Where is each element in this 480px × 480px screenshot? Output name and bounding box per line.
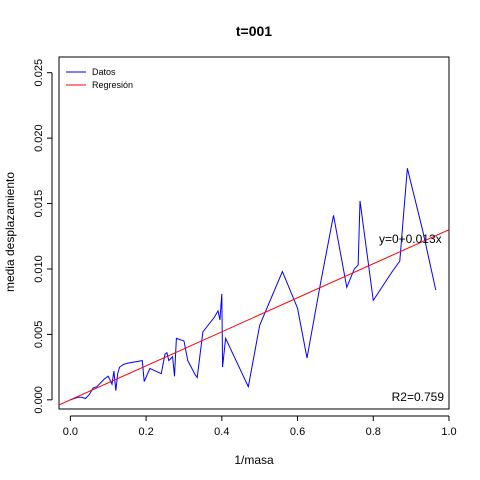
regression-line (59, 229, 449, 406)
legend: Datos Regresión (66, 67, 133, 90)
y-tick-label: 0.005 (33, 321, 45, 349)
x-tick-label: 0.4 (214, 426, 229, 438)
x-axis-label: 1/masa (234, 453, 274, 467)
x-tick-label: 0.0 (63, 426, 78, 438)
x-tick-label: 0.2 (138, 426, 153, 438)
x-axis: 0.0 0.2 0.4 0.6 0.8 1.0 (63, 415, 457, 438)
y-tick-label: 0.025 (33, 59, 45, 87)
legend-label: Datos (92, 67, 116, 77)
x-tick-label: 0.6 (290, 426, 305, 438)
series-line-datos (70, 168, 437, 401)
y-tick-label: 0.010 (33, 255, 45, 283)
annotations: y=0+0.013x R2=0.759 (379, 232, 444, 404)
plot-content (59, 168, 449, 406)
x-tick-label: 1.0 (441, 426, 456, 438)
x-tick-label: 0.8 (366, 426, 381, 438)
y-axis: 0.000 0.005 0.010 0.015 0.020 0.025 (33, 59, 53, 414)
chart-title: t=001 (236, 23, 272, 39)
plot-area-box (58, 56, 450, 410)
legend-label: Regresión (92, 80, 133, 90)
y-tick-label: 0.015 (33, 190, 45, 218)
r-squared-label: R2=0.759 (392, 390, 445, 404)
y-tick-label: 0.000 (33, 386, 45, 414)
y-tick-label: 0.020 (33, 124, 45, 152)
regression-equation: y=0+0.013x (379, 232, 442, 246)
y-axis-label: media desplazamiento (3, 172, 17, 292)
